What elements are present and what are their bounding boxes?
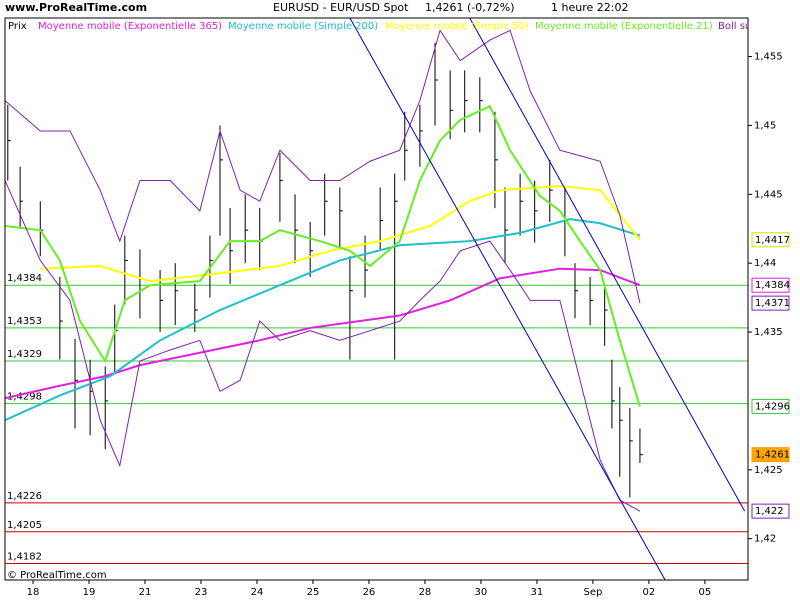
series-lower-line [5, 180, 641, 512]
chart-title: EURUSD - EUR/USD Spot [273, 1, 409, 14]
plot: 1,4384 1,4353 1,4329 1,4298 1,4226 1,4205 1,41… [5, 18, 751, 580]
series-line [5, 104, 641, 407]
legend-entry: Boll su [718, 21, 751, 32]
legend-entry: Prix [8, 21, 27, 32]
legend-entry: Moyenne mobile (Simple 50) [385, 21, 529, 32]
legend-entry: Moyenne mobile (Exponentielle 21) [535, 21, 713, 32]
level-label: 1,4353 [7, 316, 42, 327]
x-tick-label: 31 [531, 587, 544, 598]
price-label: 1,4296 [755, 401, 790, 412]
x-tick-label: 28 [419, 587, 432, 598]
y-tick-label: 1,42 [754, 534, 776, 545]
level-label: 1,4384 [7, 273, 42, 284]
y-tick-label: 1,44 [754, 258, 776, 269]
level-label: 1,4329 [7, 349, 42, 360]
trendline [469, 18, 746, 512]
x-tick-label: 23 [195, 587, 208, 598]
footer: © ProRealTime.com [7, 570, 107, 581]
series-line [5, 218, 641, 422]
overlay: 1,4417 1,4384 1,4371 1,4296 1,4261 1,422 [751, 232, 790, 519]
price-label-box [751, 447, 790, 463]
price-label-box [751, 398, 790, 414]
x-tick-label: 26 [363, 587, 376, 598]
y-tick-label: 1,455 [754, 52, 783, 63]
y-tick-label: 1,425 [754, 465, 783, 476]
price-label: 1,4261 [755, 450, 790, 461]
y-tick-label: 1,435 [754, 327, 783, 338]
price-label: 1,4417 [755, 235, 790, 246]
trendline [349, 18, 666, 580]
price-label: 1,4384 [755, 280, 790, 291]
x-tick-label: 21 [139, 587, 152, 598]
level-label: 1,4226 [7, 491, 42, 502]
x-tick-label: Sep [583, 587, 602, 598]
x-tick-label: 02 [643, 587, 656, 598]
price-label: 1,4371 [755, 298, 790, 309]
price-label-box [751, 503, 790, 519]
series-line [40, 185, 641, 283]
level-label: 1,4298 [7, 392, 42, 403]
price-label: 1,422 [755, 506, 784, 517]
legend-entry: Moyenne mobile (Simple 200) [228, 21, 378, 32]
x-tick-label: 05 [699, 587, 712, 598]
x-tick-label: 24 [251, 587, 264, 598]
x-tick-label: 25 [307, 587, 320, 598]
legend-entry: Moyenne mobile (Exponentielle 365) [38, 21, 222, 32]
y-tick-label: 1,445 [754, 189, 783, 200]
level-label: 1,4182 [7, 551, 42, 562]
last-price: 1,4261 (-0,72%) [425, 1, 514, 14]
x-tick-label: 18 [27, 587, 40, 598]
price-label-box [751, 277, 790, 293]
x-tick-label: 30 [475, 587, 488, 598]
site: www.ProRealTime.com [5, 1, 147, 14]
timeframe: 1 heure 22:02 [551, 1, 628, 14]
plot-frame [4, 17, 749, 581]
price-label-box [751, 295, 790, 311]
level-label: 1,4205 [7, 520, 42, 531]
series-line [5, 29, 641, 304]
x-tick-label: 19 [83, 587, 96, 598]
y-tick-label: 1,45 [754, 120, 776, 131]
price-label-box [751, 232, 790, 248]
series-line [5, 267, 641, 400]
